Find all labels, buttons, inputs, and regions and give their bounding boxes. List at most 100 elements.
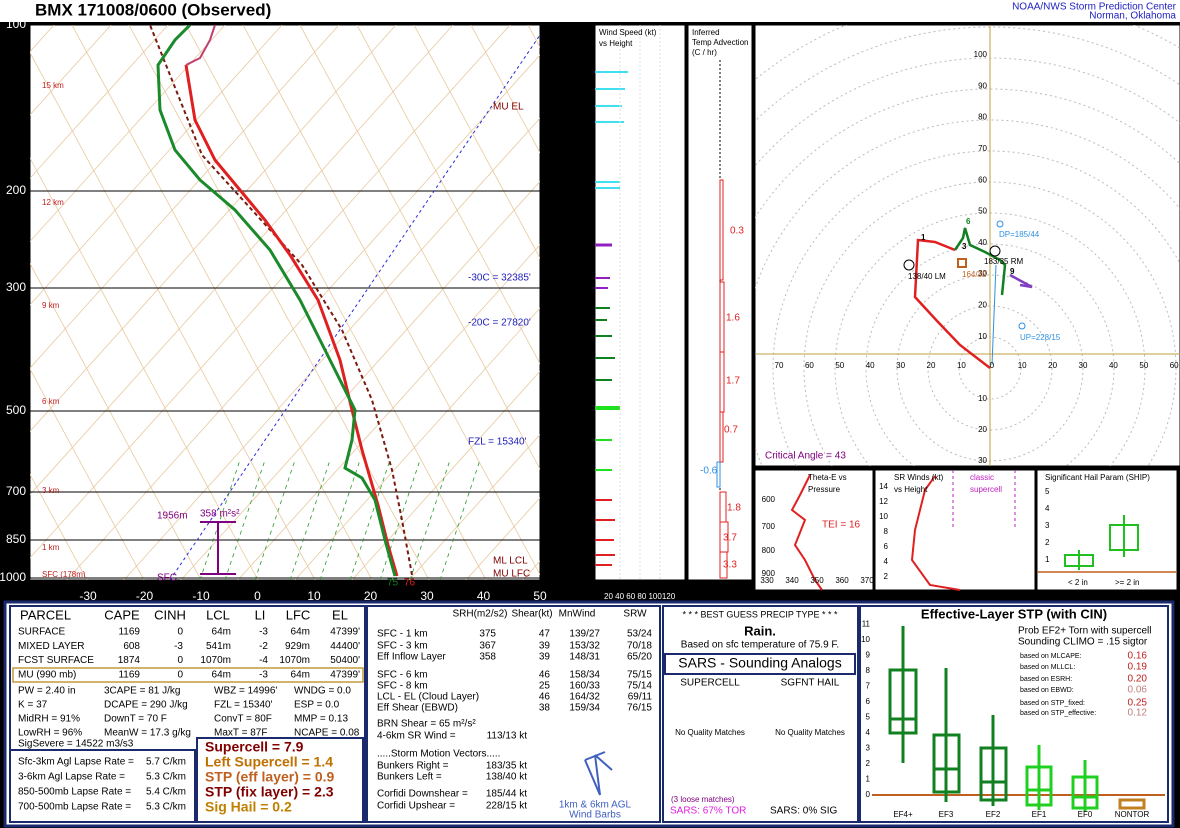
pressure-labels: 500 — [6, 403, 26, 417]
motions: Bunkers Left = — [377, 772, 442, 783]
rows: 44400' — [330, 641, 360, 652]
y-labels: 4 — [1045, 504, 1050, 513]
title: Inferred — [692, 28, 720, 37]
rows: SURFACE — [18, 627, 66, 638]
pressure-labels: 850 — [6, 532, 26, 546]
supercell: SUPERCELL — [680, 678, 740, 689]
x-labels: 360 — [835, 576, 849, 585]
based: 0.12 — [1128, 708, 1148, 719]
rows: 75/15 — [627, 670, 652, 681]
rows: 46 — [539, 670, 551, 681]
hodograph-axes — [755, 25, 1180, 466]
composites: STP (eff layer) = 0.9 — [205, 769, 335, 785]
title: vs Height — [894, 485, 928, 494]
height-labels: 9 km — [42, 301, 60, 310]
rows: SFC - 6 km — [377, 670, 428, 681]
y-labels: 90 — [978, 81, 987, 90]
axis: 20 40 60 80 100120 — [604, 592, 676, 601]
pressure-labels: 100 — [6, 17, 26, 31]
rows: 75/14 — [627, 681, 652, 692]
rm: 183/35 RM — [984, 257, 1023, 266]
header: EL — [332, 607, 348, 622]
x-labels: NONTOR — [1115, 810, 1150, 819]
x-labels: 20 — [1048, 361, 1057, 370]
hodo-upper — [991, 264, 997, 366]
lapse-rates: 5.3 C/km — [146, 802, 186, 813]
height-labels: 12 km — [42, 198, 64, 207]
title: vs Height — [599, 39, 633, 48]
rows: 64m — [291, 670, 310, 681]
y-labels: 0 — [866, 790, 871, 799]
values: 0.7 — [724, 425, 738, 436]
sfc-temp: 76 — [404, 578, 416, 589]
header: MnWind — [559, 609, 596, 620]
points: 3 — [962, 242, 967, 251]
composites: Sig Hail = 0.2 — [205, 799, 292, 815]
rows: 367 — [479, 641, 496, 652]
temp-labels: -20 — [136, 589, 154, 603]
temp-labels: 10 — [307, 589, 321, 603]
indices: K = 37 — [18, 700, 48, 711]
x-labels: 10 — [957, 361, 966, 370]
barbs: 1km & 6km AGL — [559, 800, 632, 811]
lapse-rates: 5.4 C/km — [146, 787, 186, 798]
rows: -2 — [259, 641, 268, 652]
y-labels: 2 — [1045, 538, 1050, 547]
y-labels: 11 — [862, 620, 871, 629]
indices: LowRH = 96% — [18, 728, 82, 739]
indices: ESP = 0.0 — [294, 700, 340, 711]
pressure-labels: 200 — [6, 183, 26, 197]
based: 0.20 — [1128, 674, 1148, 685]
rows: 47399' — [330, 670, 360, 681]
tei: TEI = 16 — [822, 520, 861, 531]
x-labels: 40 — [866, 361, 875, 370]
y-labels: 30 — [978, 269, 987, 278]
x-labels: 20 — [927, 361, 936, 370]
no-match: No Quality Matches — [675, 728, 745, 737]
rows: -3 — [174, 641, 183, 652]
values: 3.3 — [723, 560, 737, 571]
composites: Supercell = 7.9 — [205, 739, 304, 755]
points: 9 — [1010, 267, 1015, 276]
header: LFC — [286, 607, 311, 622]
composites: STP (fix layer) = 2.3 — [205, 784, 334, 800]
x-labels: 10 — [1018, 361, 1027, 370]
x-labels: 50 — [835, 361, 844, 370]
y-labels: 2 — [866, 759, 871, 768]
y-labels-below: 20 — [978, 425, 987, 434]
lapse-rates: 5.3 C/km — [146, 772, 186, 783]
y-labels: 6 — [866, 697, 871, 706]
skewt-panel — [29, 24, 541, 581]
rows: MIXED LAYER — [18, 641, 85, 652]
y-labels: 6 — [884, 542, 889, 551]
rows: 47 — [539, 629, 551, 640]
rows: 1070m — [200, 655, 231, 666]
title: (C / hr) — [692, 48, 717, 57]
up: UP=228/15 — [1020, 333, 1061, 342]
lapse-rates: 700-500mb Lapse Rate = — [18, 802, 131, 813]
rows: 0 — [177, 655, 183, 666]
mu-el: MU EL — [493, 102, 524, 113]
theta-e-panel — [754, 469, 874, 591]
x-labels: 340 — [785, 576, 799, 585]
rows: 158/34 — [569, 670, 600, 681]
header: LI — [255, 607, 266, 622]
points: 6 — [966, 217, 971, 226]
temp-labels: 50 — [533, 589, 547, 603]
sigsevere: SigSevere = 14522 m3/s3 — [18, 739, 134, 750]
height-labels: SFC (178m) — [42, 570, 86, 579]
sample-barbs — [584, 751, 613, 796]
rows: -3 — [259, 627, 268, 638]
height-labels: 3 km — [42, 486, 60, 495]
bottom-panel — [3, 600, 1175, 828]
motions: 138/40 kt — [486, 772, 527, 783]
values: 3.7 — [723, 533, 737, 544]
motions: Corfidi Upshear = — [377, 801, 455, 812]
wind-speed-bars — [595, 71, 628, 566]
rows: 1874 — [118, 655, 141, 666]
rows: 39 — [539, 652, 551, 663]
title: Effective-Layer STP (with CIN) — [921, 606, 1107, 621]
y-labels-below: 10 — [978, 394, 987, 403]
rows: 358 — [479, 652, 496, 663]
